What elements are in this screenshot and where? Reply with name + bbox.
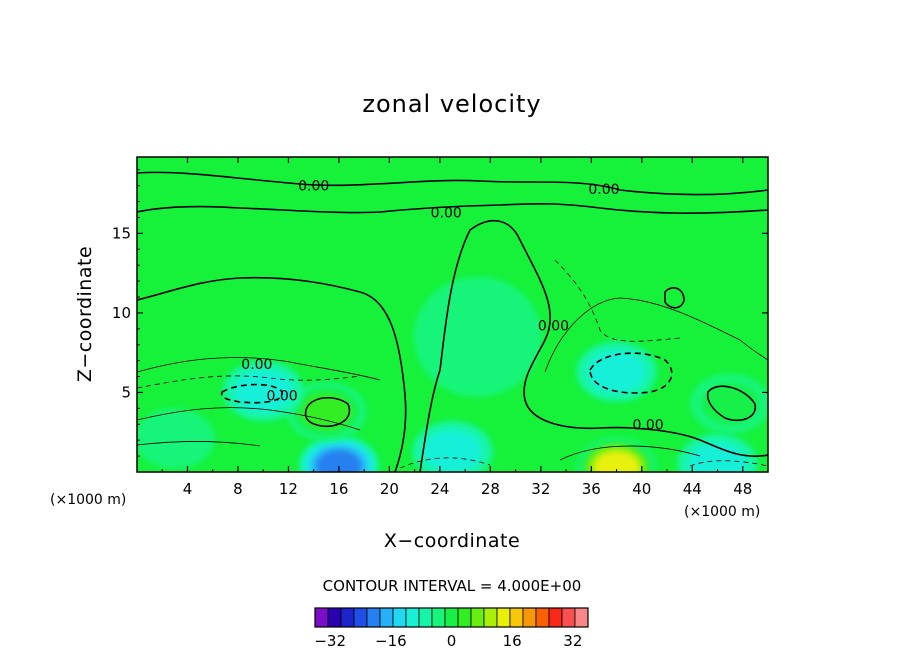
z-tick-label: 10 bbox=[112, 304, 131, 322]
x-tick-label: 16 bbox=[329, 480, 348, 498]
colorbar-ticks: −32 −16 0 16 32 bbox=[314, 632, 582, 650]
colorbar-tick-label: −16 bbox=[375, 632, 407, 650]
chart-title: zonal velocity bbox=[362, 90, 541, 118]
zero-contour-mid bbox=[137, 276, 407, 472]
zero-contour-upper bbox=[137, 171, 768, 196]
x-tick-label: 12 bbox=[279, 480, 298, 498]
thin-contours bbox=[137, 297, 768, 461]
contour-feature bbox=[690, 373, 768, 434]
x-tick-label: 40 bbox=[632, 480, 651, 498]
colorbar-swatch bbox=[366, 607, 381, 628]
contour-feature bbox=[298, 435, 379, 472]
z-axis-ticks: 5 10 15 bbox=[112, 169, 768, 457]
contour-feature bbox=[137, 408, 215, 469]
plot-frame bbox=[136, 156, 769, 473]
colorbar-swatch bbox=[535, 607, 550, 628]
pos-contour-right bbox=[706, 385, 756, 422]
colorbar-swatch bbox=[405, 607, 420, 628]
x-tick-label: 44 bbox=[683, 480, 702, 498]
contour-feature bbox=[286, 381, 367, 442]
colorbar-tick-label: 0 bbox=[447, 632, 457, 650]
contour-label: 0.00 bbox=[241, 357, 272, 373]
colorbar-swatch bbox=[470, 607, 485, 628]
contour-level-fill bbox=[234, 369, 293, 412]
contour-level-fill bbox=[587, 350, 646, 393]
z-tick-label: 5 bbox=[121, 383, 131, 401]
contour-feature bbox=[576, 341, 657, 402]
zero-contour-central bbox=[419, 219, 768, 472]
contour-label: 0.00 bbox=[538, 319, 569, 335]
contour-level-fill bbox=[316, 450, 362, 472]
x-tick-label: 20 bbox=[380, 480, 399, 498]
colorbar-swatch bbox=[483, 607, 498, 628]
colorbar bbox=[314, 607, 589, 628]
contour-interval-text: CONTOUR INTERVAL = 4.000E+00 bbox=[323, 577, 582, 595]
colorbar-swatch bbox=[340, 607, 355, 628]
x-tick-label: 8 bbox=[233, 480, 243, 498]
pos-contour-left bbox=[304, 397, 351, 428]
colorbar-tick-label: −32 bbox=[314, 632, 346, 650]
z-axis-title: Z−coordinate bbox=[74, 246, 96, 382]
z-tick-label: 15 bbox=[112, 224, 131, 242]
contour-level-fill bbox=[688, 443, 747, 472]
x-tick-label: 28 bbox=[481, 480, 500, 498]
contour-feature bbox=[413, 276, 542, 397]
x-tick-label: 4 bbox=[183, 480, 193, 498]
thin-contours-dashed bbox=[137, 259, 768, 469]
colorbar-tick-label: 16 bbox=[503, 632, 522, 650]
colorbar-swatch bbox=[496, 607, 511, 628]
x-tick-label: 32 bbox=[531, 480, 550, 498]
colorbar-swatch bbox=[574, 607, 589, 628]
contour-fields bbox=[137, 276, 768, 472]
colorbar-swatch bbox=[327, 607, 342, 628]
x-axis-ticks: 4 8 12 16 20 24 28 32 36 40 44 48 bbox=[161, 157, 752, 498]
contour-feature bbox=[412, 421, 493, 472]
contour-level-fill bbox=[423, 430, 482, 472]
colorbar-swatch bbox=[379, 607, 394, 628]
contour-labels: 0.00 0.00 0.00 0.00 0.00 0.00 0.00 bbox=[241, 179, 663, 434]
colorbar-swatch bbox=[509, 607, 524, 628]
neg-contour-center bbox=[589, 352, 673, 394]
contour-label: 0.00 bbox=[431, 206, 462, 222]
colorbar-swatch bbox=[431, 607, 446, 628]
colorbar-swatch bbox=[353, 607, 368, 628]
contour-label: 0.00 bbox=[267, 389, 298, 405]
colorbar-tick-label: 32 bbox=[563, 632, 582, 650]
contour-level-fill bbox=[137, 408, 215, 469]
pos-contour-island bbox=[664, 287, 685, 309]
x-tick-label: 48 bbox=[733, 480, 752, 498]
x-unit-right: (×1000 m) bbox=[684, 504, 760, 520]
colorbar-swatch bbox=[548, 607, 563, 628]
zero-contour-upper-2 bbox=[137, 202, 768, 214]
colorbar-swatch bbox=[522, 607, 537, 628]
colorbar-swatch bbox=[418, 607, 433, 628]
contour-level-fill bbox=[594, 452, 639, 472]
colorbar-swatch bbox=[561, 607, 576, 628]
contour-lines bbox=[137, 171, 768, 472]
contour-label: 0.00 bbox=[298, 179, 329, 195]
x-unit-left: (×1000 m) bbox=[50, 492, 126, 508]
colorbar-swatch bbox=[457, 607, 472, 628]
colorbar-swatch bbox=[444, 607, 459, 628]
contour-level-fill bbox=[300, 393, 352, 430]
contour-label: 0.00 bbox=[588, 182, 619, 198]
colorbar-frame bbox=[314, 607, 589, 628]
colorbar-swatch bbox=[314, 607, 329, 628]
x-tick-label: 36 bbox=[582, 480, 601, 498]
contour-label: 0.00 bbox=[633, 417, 664, 433]
x-tick-label: 24 bbox=[430, 480, 449, 498]
contour-feature bbox=[223, 360, 304, 421]
x-axis-title: X−coordinate bbox=[384, 530, 520, 552]
colorbar-swatch bbox=[392, 607, 407, 628]
contour-feature bbox=[677, 434, 758, 472]
contour-level-fill bbox=[413, 276, 542, 397]
neg-contour-left bbox=[220, 383, 283, 404]
